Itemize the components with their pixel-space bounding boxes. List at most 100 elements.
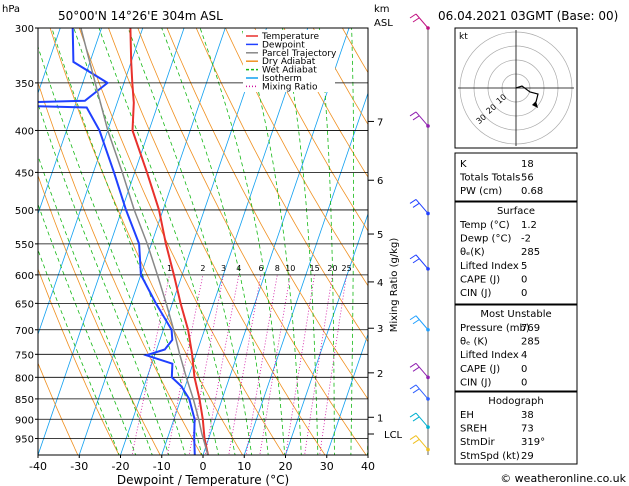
pressure-tick-label: 300 <box>15 24 34 35</box>
wet-adiabat-line <box>51 28 203 455</box>
pressure-tick-label: 450 <box>15 168 34 179</box>
wind-barb-flag <box>409 111 417 117</box>
stats-block-hodograph <box>454 391 578 465</box>
series-temperature <box>129 28 209 455</box>
mixing-ratio-label: 1 <box>167 264 172 273</box>
stat-value: -2 <box>521 234 531 245</box>
wind-barb-flag <box>409 362 417 368</box>
stat-label: K <box>460 159 467 170</box>
stat-label: CIN (J) <box>460 288 491 299</box>
stat-value: 29 <box>521 451 534 462</box>
dry-adiabat-line <box>225 28 368 287</box>
stat-value: 0 <box>521 377 527 388</box>
mixing-ratio-line <box>285 274 315 455</box>
axes: 3003504004505005506006507007508008509009… <box>15 24 403 473</box>
datetime-label: 06.04.2021 03GMT (Base: 00) <box>438 9 618 23</box>
stat-value: 56 <box>521 173 534 184</box>
x-tick-label: 10 <box>237 460 251 473</box>
pressure-tick-label: 400 <box>15 126 34 137</box>
wet-adiabat-line <box>282 28 319 455</box>
stat-value: 285 <box>521 247 540 258</box>
stat-value: 18 <box>521 159 534 170</box>
copyright-footer: © weatheronline.co.uk <box>500 472 626 485</box>
mixing-ratio-label: 3 <box>221 264 226 273</box>
wind-barb-flag <box>412 319 420 325</box>
wind-barb-flag <box>412 203 420 208</box>
stat-label: EH <box>460 410 474 421</box>
legend-label: Temperature <box>261 32 319 42</box>
hodograph-stats-title: Hodograph <box>488 396 543 407</box>
wind-barb-shaft <box>415 13 429 29</box>
pressure-tick-label: 800 <box>15 373 34 384</box>
hpa-label: hPa <box>2 4 20 15</box>
stat-label: PW (cm) <box>460 186 502 197</box>
wet-adiabat-line <box>350 28 354 455</box>
hodograph-kt-label: kt <box>459 32 468 42</box>
wet-adiabat-line <box>38 203 137 455</box>
legend-label: Mixing Ratio <box>262 82 318 92</box>
stat-label: StmDir <box>460 437 495 448</box>
isotherm-line <box>285 212 368 455</box>
x-tick-label: 0 <box>200 460 207 473</box>
stat-label: SREH <box>460 424 487 435</box>
legend-label: Dewpoint <box>262 40 305 50</box>
pressure-tick-label: 600 <box>15 271 34 282</box>
wind-barb-shaft <box>415 435 429 450</box>
x-tick-label: -30 <box>70 460 88 473</box>
wind-barb-shaft <box>415 315 429 331</box>
stat-value: 0.68 <box>521 186 543 197</box>
x-tick-label: 30 <box>320 460 334 473</box>
stat-label: Temp (°C) <box>459 220 510 231</box>
legend-label: Parcel Trajectory <box>262 49 337 59</box>
stat-value: 0 <box>521 274 527 285</box>
pressure-tick-label: 550 <box>15 240 34 251</box>
stat-label: CIN (J) <box>460 377 491 388</box>
wind-barb-flag <box>412 416 420 422</box>
wet-adiabat-line <box>38 248 120 455</box>
stat-value: 285 <box>521 337 540 348</box>
stat-label: Dewp (°C) <box>460 234 511 245</box>
x-tick-label: 20 <box>279 460 293 473</box>
wet-adiabat-line <box>319 28 335 455</box>
dry-adiabat-line <box>108 28 326 455</box>
dry-adiabat-line <box>38 81 202 455</box>
isotherm-line <box>78 28 226 455</box>
mixing-ratio-line <box>245 274 278 455</box>
stat-value: 5 <box>521 261 527 272</box>
dry-adiabat-line <box>38 268 120 455</box>
mixing-ratio-label: 4 <box>236 264 241 273</box>
hodograph-trace <box>515 85 539 103</box>
dry-adiabat-line <box>38 174 161 455</box>
stat-value: 1.2 <box>521 220 537 231</box>
pressure-tick-label: 700 <box>15 326 34 337</box>
dry-adiabat-line <box>283 28 368 178</box>
stat-label: Totals Totals <box>459 173 520 184</box>
altitude-tick-label: 2 <box>377 369 383 380</box>
mixing-ratio-axis-label: Mixing Ratio (g/kg) <box>389 238 400 333</box>
isotherm-line <box>38 28 144 336</box>
altitude-tick-label: 6 <box>377 176 383 187</box>
mixing-ratio-line <box>304 274 333 455</box>
wind-barb-flag <box>412 115 420 121</box>
stat-value: 319° <box>521 437 545 448</box>
wet-adiabat-line <box>199 28 286 455</box>
legend-label: Dry Adiabat <box>262 57 316 67</box>
isotherm-line <box>243 91 368 455</box>
dry-adiabat-line <box>254 28 368 232</box>
stat-value: 38 <box>521 410 534 421</box>
legend-label: Isotherm <box>262 74 302 84</box>
dry-adiabat-line <box>166 28 368 400</box>
pressure-tick-label: 900 <box>15 415 34 426</box>
km-label: km <box>374 4 390 15</box>
x-tick-label: -20 <box>112 460 130 473</box>
wind-barbs <box>409 13 430 455</box>
stat-label: Pressure (mb) <box>460 323 530 334</box>
stat-label: CAPE (J) <box>460 274 500 285</box>
wind-barb-flag <box>409 315 417 321</box>
pressure-tick-label: 750 <box>15 350 34 361</box>
dry-adiabat-line <box>38 362 79 455</box>
